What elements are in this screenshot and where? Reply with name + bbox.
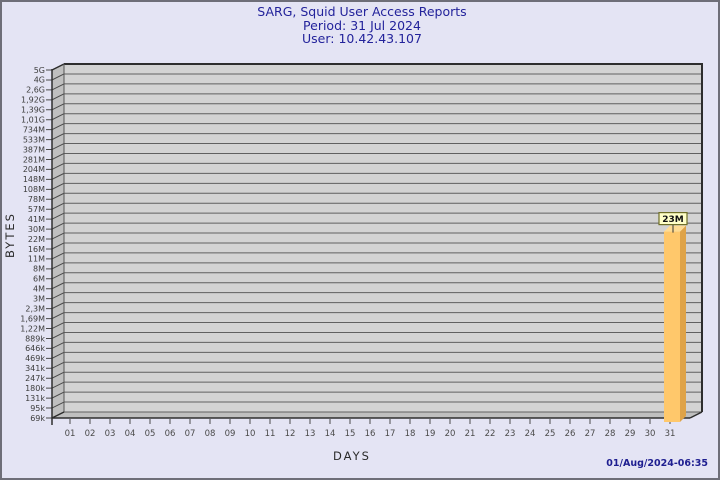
svg-text:25: 25 <box>545 429 556 439</box>
svg-text:16: 16 <box>365 429 376 439</box>
svg-text:30M: 30M <box>28 225 45 234</box>
svg-text:5G: 5G <box>34 66 45 75</box>
svg-text:31: 31 <box>665 429 676 439</box>
svg-text:341k: 341k <box>25 364 45 373</box>
svg-text:22: 22 <box>485 429 496 439</box>
svg-text:12: 12 <box>285 429 296 439</box>
svg-text:28: 28 <box>605 429 616 439</box>
plot-frame <box>51 63 703 425</box>
grid-lines <box>46 63 702 419</box>
svg-text:108M: 108M <box>23 185 45 194</box>
svg-text:6M: 6M <box>33 275 45 284</box>
bar-value-annotation: 23M <box>658 212 688 233</box>
svg-text:57M: 57M <box>28 205 45 214</box>
svg-text:1,69M: 1,69M <box>20 314 45 323</box>
svg-text:889k: 889k <box>25 334 45 343</box>
svg-text:01: 01 <box>65 429 76 439</box>
report-header: SARG, Squid User Access Reports Period: … <box>2 4 718 46</box>
svg-text:04: 04 <box>125 429 136 439</box>
svg-text:4M: 4M <box>33 285 45 294</box>
svg-text:30: 30 <box>645 429 656 439</box>
report-title: SARG, Squid User Access Reports <box>257 4 467 19</box>
svg-text:17: 17 <box>385 429 396 439</box>
generation-timestamp: 01/Aug/2024-06:35 <box>606 458 708 469</box>
svg-text:24: 24 <box>525 429 536 439</box>
svg-text:23M: 23M <box>662 215 684 225</box>
svg-text:1,92G: 1,92G <box>21 96 45 105</box>
svg-text:15: 15 <box>345 429 356 439</box>
svg-text:11M: 11M <box>28 255 45 264</box>
svg-text:1,22M: 1,22M <box>20 324 45 333</box>
svg-text:2,6G: 2,6G <box>26 86 45 95</box>
svg-text:469k: 469k <box>25 354 45 363</box>
svg-text:20: 20 <box>445 429 456 439</box>
svg-text:4G: 4G <box>34 76 45 85</box>
svg-text:3M: 3M <box>33 294 45 303</box>
svg-text:14: 14 <box>325 429 336 439</box>
svg-text:2,3M: 2,3M <box>25 304 45 313</box>
svg-text:13: 13 <box>305 429 316 439</box>
svg-text:21: 21 <box>465 429 476 439</box>
svg-text:131k: 131k <box>25 394 45 403</box>
svg-text:247k: 247k <box>25 374 45 383</box>
svg-text:09: 09 <box>225 429 236 439</box>
svg-text:41M: 41M <box>28 215 45 224</box>
svg-text:08: 08 <box>205 429 216 439</box>
y-axis-title: BYTES <box>3 212 17 258</box>
svg-text:1,39G: 1,39G <box>21 106 45 115</box>
svg-text:19: 19 <box>425 429 436 439</box>
x-axis-tick-labels: 01 02 03 04 05 06 07 08 09 10 11 12 13 14 15 16 17 18 19 20… <box>65 419 676 439</box>
svg-text:02: 02 <box>85 429 96 439</box>
svg-text:204M: 204M <box>23 165 45 174</box>
svg-text:07: 07 <box>185 429 196 439</box>
bar-day-31 <box>664 225 686 422</box>
svg-text:22M: 22M <box>28 235 45 244</box>
svg-text:95k: 95k <box>30 404 45 413</box>
svg-text:8M: 8M <box>33 265 45 274</box>
x-axis-title: DAYS <box>333 449 371 463</box>
svg-text:03: 03 <box>105 429 116 439</box>
svg-text:387M: 387M <box>23 145 45 154</box>
svg-text:1,01G: 1,01G <box>21 116 45 125</box>
report-user: User: 10.42.43.107 <box>302 31 422 46</box>
report-period: Period: 31 Jul 2024 <box>303 17 421 33</box>
svg-text:05: 05 <box>145 429 156 439</box>
svg-text:11: 11 <box>265 429 276 439</box>
svg-text:23: 23 <box>505 429 516 439</box>
svg-text:18: 18 <box>405 429 416 439</box>
svg-text:281M: 281M <box>23 155 45 164</box>
svg-text:734M: 734M <box>23 125 45 134</box>
svg-text:180k: 180k <box>25 384 45 393</box>
svg-text:148M: 148M <box>23 175 45 184</box>
svg-text:69k: 69k <box>30 414 45 423</box>
svg-text:646k: 646k <box>25 344 45 353</box>
svg-text:27: 27 <box>585 429 596 439</box>
svg-text:16M: 16M <box>28 245 45 254</box>
svg-text:10: 10 <box>245 429 256 439</box>
svg-text:06: 06 <box>165 429 176 439</box>
svg-text:533M: 533M <box>23 135 45 144</box>
svg-text:26: 26 <box>565 429 576 439</box>
svg-text:78M: 78M <box>28 195 45 204</box>
y-axis-tick-labels: 5G4G2,6G1,92G1,39G1,01G734M533M387M281M2… <box>20 66 45 423</box>
svg-text:29: 29 <box>625 429 636 439</box>
